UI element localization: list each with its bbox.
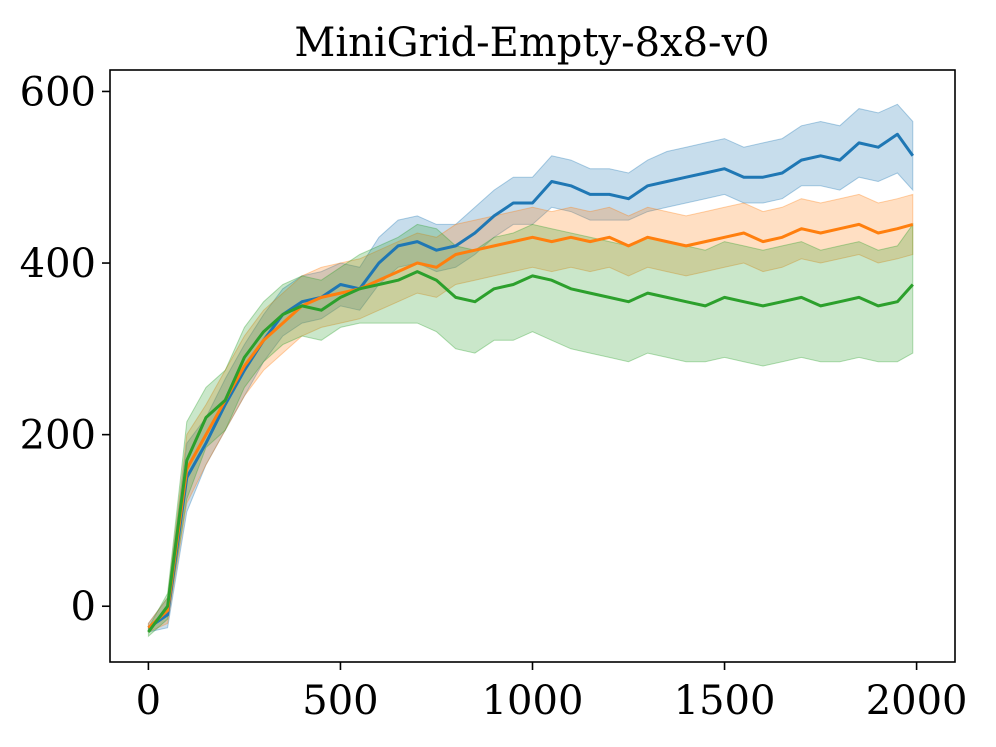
series-2-line [147,222,914,629]
series-lines [147,132,915,633]
x-tick-label: 0 [136,678,161,724]
series-2-band [147,193,914,633]
y-axis: 0 200 400 600 [20,69,110,630]
x-tick-label: 1500 [674,678,776,724]
y-tick-label: 0 [71,584,96,630]
chart-title: MiniGrid-Empty-8x8-v0 [294,20,769,66]
series-1-line [147,132,915,629]
series-3-line [147,270,914,633]
x-tick-label: 1000 [482,678,584,724]
confidence-bands [147,103,914,638]
x-tick-label: 2000 [866,678,968,724]
y-tick-label: 600 [20,69,96,115]
series-3-band [147,222,914,638]
y-tick-label: 200 [20,413,96,459]
y-tick-label: 400 [20,241,96,287]
x-axis: 0 500 1000 1500 2000 [136,662,968,724]
x-tick-label: 500 [302,678,378,724]
